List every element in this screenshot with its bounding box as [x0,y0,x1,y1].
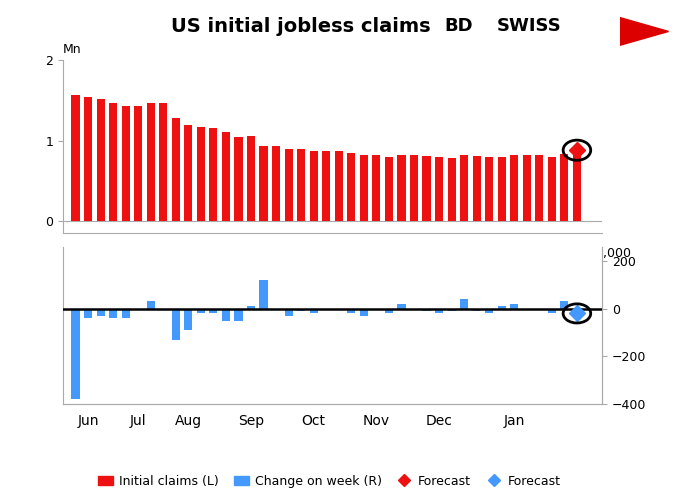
Bar [485,158,494,221]
Bar [347,309,356,313]
Bar [498,306,506,309]
Legend: Initial claims (L), Change on week (R), Forecast, Forecast: Initial claims (L), Change on week (R), … [92,470,566,493]
Text: SWISS: SWISS [497,17,561,35]
Bar [122,309,130,318]
Bar [548,157,556,221]
Bar [297,149,305,221]
Bar [510,155,518,221]
Bar [147,103,155,221]
Bar [422,309,430,311]
Bar [222,309,230,320]
Bar [460,299,468,309]
Bar [410,155,418,221]
Text: Mn: Mn [63,43,82,56]
Bar [435,309,443,313]
Bar [447,309,456,311]
Bar [184,125,192,221]
Polygon shape [620,17,668,45]
Text: US initial jobless claims: US initial jobless claims [172,17,430,36]
Bar [84,97,92,221]
Bar [260,280,267,309]
Bar [422,156,430,221]
Bar [398,304,405,309]
Bar [109,309,117,318]
Bar [398,155,405,221]
Bar [385,157,393,221]
Bar [473,156,481,221]
Bar [285,309,293,316]
Bar [285,149,293,221]
Bar [197,127,205,221]
Bar [560,154,568,221]
Bar [447,158,456,221]
Bar [209,128,218,221]
Bar [360,309,368,316]
Bar [247,136,255,221]
Bar [134,106,142,221]
Bar [523,155,531,221]
Text: BD: BD [444,17,473,35]
Bar [97,309,105,316]
Bar [247,306,255,309]
Bar [159,103,167,221]
Bar [272,146,280,221]
Bar [172,309,180,340]
Bar [347,153,356,221]
Bar [360,155,368,221]
Bar [234,137,243,221]
Bar [309,309,318,313]
Bar [209,309,218,313]
Bar [322,151,330,221]
Bar [560,301,568,309]
Bar [548,309,556,313]
Bar [372,155,380,221]
Bar [460,155,468,221]
Bar [172,118,180,221]
Bar [71,95,80,221]
Bar [435,158,443,221]
Bar [536,155,543,221]
Bar [97,99,105,221]
Bar [184,309,192,330]
Bar [309,151,318,221]
Bar [84,309,92,318]
Bar [222,132,230,221]
Bar [197,309,205,313]
Bar [71,309,80,399]
Bar [260,146,267,221]
Bar [498,157,506,221]
Bar [485,309,494,313]
Bar [510,304,518,309]
Bar [147,301,155,309]
Bar [473,309,481,311]
Bar [297,309,305,311]
Bar [335,151,343,221]
Bar [122,106,130,221]
Text: ,000: ,000 [603,247,631,259]
Bar [109,103,117,221]
Bar [385,309,393,313]
Bar [234,309,243,320]
Bar [573,154,581,221]
